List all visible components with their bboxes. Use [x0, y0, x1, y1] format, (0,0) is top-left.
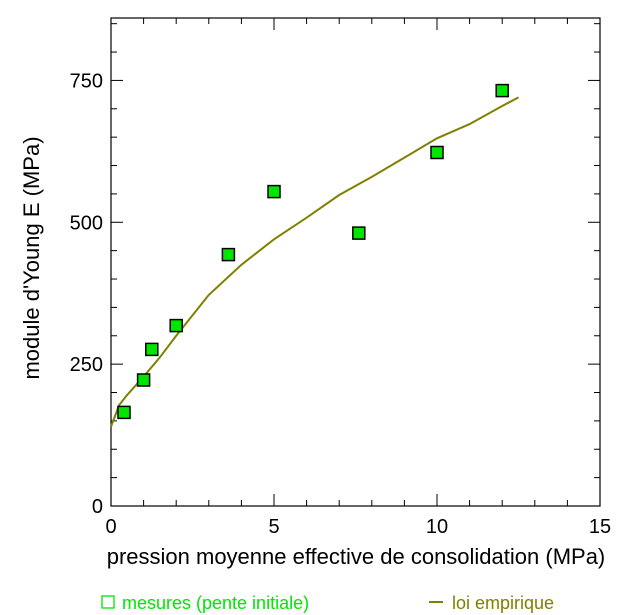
loi-empirique-line — [110, 96, 519, 427]
data-point — [352, 226, 366, 240]
data-point — [117, 405, 131, 420]
fit-line-layer — [110, 96, 519, 427]
x-tick-label: 0 — [105, 516, 116, 538]
data-point — [169, 318, 183, 333]
data-point — [145, 342, 159, 357]
legend: mesures (pente initiale) loi empirique — [101, 593, 554, 613]
y-axis-title: module d'Young E (MPa) — [19, 136, 44, 379]
x-tick-label: 5 — [268, 516, 279, 538]
data-point — [495, 83, 509, 98]
legend-marker-mesures — [101, 595, 115, 609]
y-tick-label: 500 — [70, 212, 103, 234]
data-point — [430, 145, 444, 160]
tick-labels: 0 5 10 15 0 250 500 750 — [70, 70, 612, 538]
axis-ticks — [110, 18, 601, 507]
y-tick-label: 0 — [92, 496, 103, 518]
plot-border — [110, 17, 601, 507]
data-point — [221, 247, 236, 262]
y-tick-label: 750 — [70, 70, 103, 92]
legend-label-mesures: mesures (pente initiale) — [122, 593, 309, 613]
plot-frame — [110, 17, 601, 507]
data-point — [136, 373, 151, 387]
x-tick-label: 15 — [589, 516, 611, 538]
y-tick-label: 250 — [70, 354, 103, 376]
x-tick-label: 10 — [426, 516, 448, 538]
legend-label-loi: loi empirique — [452, 593, 554, 613]
data-points-layer — [117, 83, 509, 420]
x-axis-title: pression moyenne effective de consolidat… — [107, 544, 606, 569]
data-point — [267, 184, 281, 199]
